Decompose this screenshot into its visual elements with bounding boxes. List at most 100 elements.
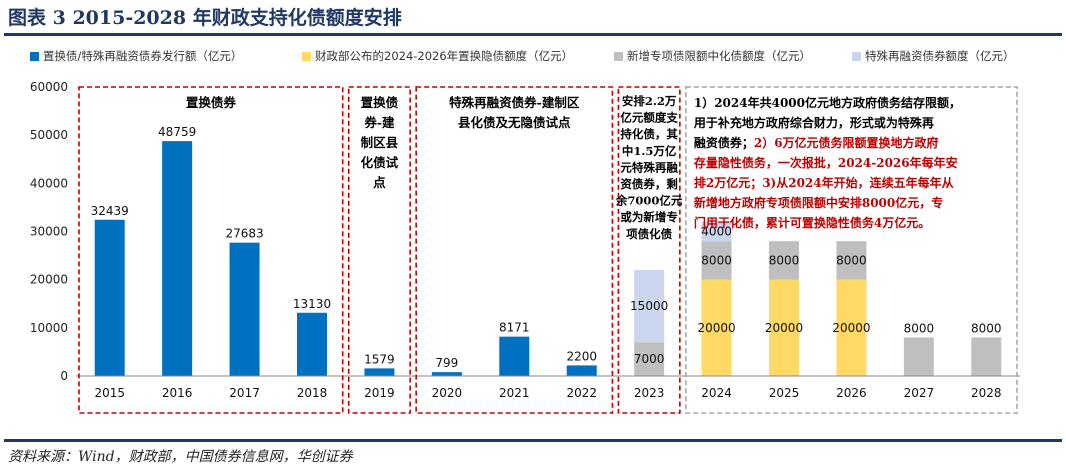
annotation-text-3: 项债化债 <box>626 227 672 241</box>
legend-label-0: 置换债/特殊再融资债券发行额（亿元） <box>43 49 243 63</box>
annotation-text-3: 或为新增专 <box>620 210 678 224</box>
legend-swatch-0 <box>30 52 39 61</box>
data-label: 4000 <box>701 225 732 239</box>
annotation-text-4: 用于补充地方政府综合财力，形式或为特殊再 <box>693 115 934 130</box>
bar-2024-s2 <box>701 241 732 280</box>
data-label: 20000 <box>832 321 870 335</box>
annotation-text-3: 资债券，剩 <box>620 177 678 191</box>
data-label: 20000 <box>765 321 803 335</box>
bar-2026-s2 <box>836 241 867 280</box>
annotation-box-3 <box>617 86 681 414</box>
annotation-box-0 <box>78 86 344 414</box>
y-tick-label: 50000 <box>30 128 68 142</box>
x-tick-label: 2021 <box>499 386 530 400</box>
y-tick-label: 40000 <box>30 176 68 190</box>
data-label: 8000 <box>904 321 935 335</box>
bar-2027-s2 <box>903 337 934 376</box>
annotation-text-3: 持化债，其 <box>620 127 678 141</box>
annotation-text-1: 制区县 <box>361 135 399 150</box>
data-label: 2200 <box>566 349 597 363</box>
source-note: 资料来源：Wind，财政部，中国债券信息网，华创证券 <box>8 449 353 465</box>
x-tick-label: 2016 <box>162 386 193 400</box>
legend-item-2: 新增专项债限额中化债额度（亿元） <box>614 48 811 64</box>
data-label: 13130 <box>293 297 331 311</box>
x-tick-label: 2017 <box>229 386 260 400</box>
bar-2021-s0 <box>499 336 530 376</box>
x-tick-label: 2027 <box>904 386 935 400</box>
data-label: 15000 <box>630 299 668 313</box>
data-label: 27683 <box>225 227 263 241</box>
figure-title: 图表 3 2015-2028 年财政支持化债额度安排 <box>8 7 402 29</box>
bar-2019-s0 <box>364 368 395 376</box>
annotation-text-4: 融资债券；2）6万亿元债务限额置换地方政府 <box>694 135 939 150</box>
annotation-box-1 <box>347 86 411 414</box>
legend-label-2: 新增专项债限额中化债额度（亿元） <box>627 49 811 63</box>
data-label: 1579 <box>364 352 395 366</box>
annotation-text-3: 元特殊再融 <box>620 160 678 174</box>
annotation-segment: 融资债券； <box>694 135 754 150</box>
bar-2023-s2 <box>634 342 665 376</box>
top-rule <box>4 33 1062 36</box>
bar-2024-s3 <box>701 221 732 242</box>
annotation-segment: 1）2024年共4000亿元地方政府债务结存限额， <box>694 95 961 110</box>
x-tick-label: 2024 <box>701 386 732 400</box>
annotation-text-2: 县化债及无隐债试点 <box>458 115 571 130</box>
annotation-text-3: 余7000亿元 <box>615 194 683 208</box>
bar-2025-s2 <box>769 241 799 280</box>
x-tick-label: 2023 <box>634 386 665 400</box>
data-label: 8000 <box>769 253 800 267</box>
annotation-text-3: 中1.5万亿 <box>622 144 677 158</box>
annotation-text-4: 排2万亿元；3)从2024年开始，连续五年每年从 <box>694 175 954 190</box>
bottom-rule <box>4 439 1062 442</box>
data-label: 8171 <box>499 321 530 335</box>
y-tick-label: 30000 <box>30 225 68 239</box>
x-tick-label: 2018 <box>297 386 328 400</box>
annotation-segment: 新增地方政府专项债限额中安排8000亿元，专 <box>694 195 943 210</box>
x-tick-label: 2022 <box>566 386 597 400</box>
annotation-box-2 <box>415 86 614 414</box>
bar-2015-s0 <box>94 219 125 376</box>
y-tick-label: 10000 <box>30 321 68 335</box>
bar-2020-s0 <box>431 372 462 376</box>
data-label: 8000 <box>971 321 1002 335</box>
bar-2023-s3 <box>634 270 665 343</box>
bar-2022-s0 <box>566 365 597 376</box>
y-tick-label: 60000 <box>30 80 68 94</box>
legend-swatch-2 <box>614 52 623 61</box>
annotation-text-1: 置换债 <box>361 95 399 110</box>
x-tick-label: 2015 <box>94 386 125 400</box>
data-label: 8000 <box>701 253 732 267</box>
x-tick-label: 2026 <box>836 386 867 400</box>
bar-2025-s1 <box>769 279 799 376</box>
annotation-text-1: 点 <box>373 175 386 190</box>
data-label: 7000 <box>634 352 665 366</box>
annotation-segment: 2）6万亿元债务限额置换地方政府 <box>754 135 939 150</box>
data-label: 799 <box>435 356 458 370</box>
x-tick-label: 2019 <box>364 386 395 400</box>
annotation-segment: 排2万亿元；3)从2024年开始，连续五年每年从 <box>694 175 954 190</box>
x-tick-label: 2025 <box>769 386 800 400</box>
annotation-text-3: 安排2.2万 <box>622 94 677 108</box>
bar-2016-s0 <box>162 141 193 376</box>
data-label: 32439 <box>91 204 129 218</box>
bar-2018-s0 <box>297 312 327 376</box>
annotation-text-0: 置换债券 <box>186 95 237 110</box>
annotation-text-4: 存量隐性债务，一次报批，2024-2026年每年安 <box>693 155 958 170</box>
bar-2017-s0 <box>229 242 260 376</box>
annotation-segment: 用于补充地方政府综合财力，形式或为特殊再 <box>693 115 934 130</box>
legend-swatch-1 <box>302 52 311 61</box>
bar-2028-s2 <box>971 337 1002 376</box>
legend-label-3: 特殊再融资债券额度（亿元） <box>865 49 1015 63</box>
data-label: 8000 <box>836 253 867 267</box>
annotation-text-4: 门用于化债，累计可置换隐性债务4万亿元。 <box>694 215 930 230</box>
annotation-text-1: 券-建 <box>363 115 395 130</box>
annotation-segment: 门用于化债，累计可置换隐性债务4万亿元。 <box>694 215 930 230</box>
annotation-text-1: 化债试 <box>361 155 399 170</box>
legend-item-3: 特殊再融资债券额度（亿元） <box>852 48 1015 64</box>
annotation-text-4: 新增地方政府专项债限额中安排8000亿元，专 <box>694 195 943 210</box>
annotation-text-2: 特殊再融资债券-建制区 <box>449 95 580 110</box>
y-tick-label: 20000 <box>30 273 68 287</box>
legend-label-1: 财政部公布的2024-2026年置换隐债额度（亿元） <box>315 49 574 63</box>
bar-2024-s1 <box>701 279 732 376</box>
data-label: 20000 <box>697 321 735 335</box>
